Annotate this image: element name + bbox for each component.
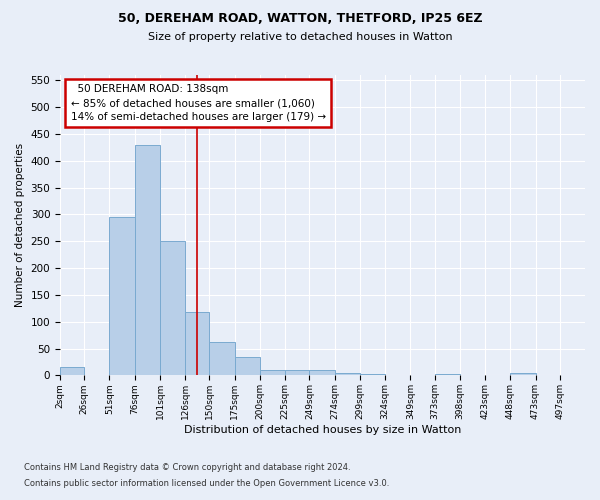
- Bar: [335, 372, 360, 376]
- Bar: [360, 374, 385, 376]
- Bar: [135, 144, 160, 376]
- Bar: [235, 356, 260, 376]
- Bar: [285, 370, 310, 376]
- Bar: [434, 374, 460, 376]
- Text: Contains HM Land Registry data © Crown copyright and database right 2024.: Contains HM Land Registry data © Crown c…: [24, 464, 350, 472]
- Text: Contains public sector information licensed under the Open Government Licence v3: Contains public sector information licen…: [24, 478, 389, 488]
- Bar: [510, 372, 536, 376]
- Y-axis label: Number of detached properties: Number of detached properties: [15, 143, 25, 308]
- Text: 50, DEREHAM ROAD, WATTON, THETFORD, IP25 6EZ: 50, DEREHAM ROAD, WATTON, THETFORD, IP25…: [118, 12, 482, 26]
- Bar: [109, 217, 135, 376]
- X-axis label: Distribution of detached houses by size in Watton: Distribution of detached houses by size …: [184, 425, 461, 435]
- Bar: [209, 342, 235, 376]
- Text: 50 DEREHAM ROAD: 138sqm
← 85% of detached houses are smaller (1,060)
14% of semi: 50 DEREHAM ROAD: 138sqm ← 85% of detache…: [71, 84, 326, 122]
- Bar: [260, 370, 285, 376]
- Bar: [185, 312, 209, 376]
- Text: Size of property relative to detached houses in Watton: Size of property relative to detached ho…: [148, 32, 452, 42]
- Bar: [160, 242, 185, 376]
- Bar: [310, 370, 335, 376]
- Bar: [60, 368, 84, 376]
